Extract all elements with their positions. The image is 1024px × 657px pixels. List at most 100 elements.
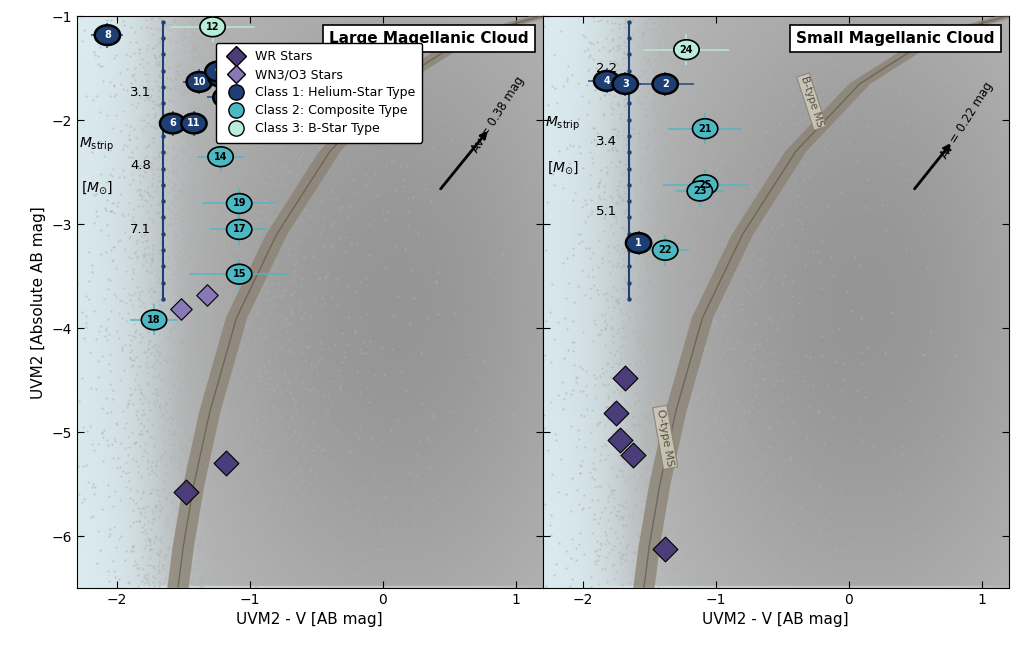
Point [620,64,636,75]
Point [186,132,203,143]
Point [822,252,839,262]
Point [199,306,215,316]
Point [278,369,294,379]
Point [586,38,602,49]
Point [175,376,191,387]
Point [209,338,225,348]
Point [681,549,697,560]
Point [118,482,134,493]
Point [146,95,163,106]
Point [639,259,655,269]
Point [253,105,269,116]
Point [652,46,669,57]
Point [160,334,176,345]
Point [158,517,174,528]
Point [307,267,324,277]
Point [303,360,319,371]
Point [200,286,216,296]
Point [305,562,322,572]
Point [599,319,615,330]
Point [187,72,204,82]
Point [224,475,241,486]
Point [282,55,298,65]
Point [207,45,223,55]
Point [126,47,142,58]
Point [201,65,217,76]
Point [183,324,200,334]
Point [563,388,580,399]
Point [782,138,799,148]
Point [214,303,230,313]
Point [650,20,667,30]
Point [609,533,626,543]
Point [251,206,267,216]
Point [200,514,216,525]
Point [248,413,264,423]
Point [196,201,212,212]
Point [650,38,667,49]
Point [654,319,671,330]
Point [337,78,353,88]
Point [208,522,224,532]
Point [257,116,273,127]
Point [200,26,216,37]
Point [750,45,766,56]
Point [673,374,689,385]
Point [677,430,693,441]
Point [703,150,720,160]
Point [189,221,206,231]
Point [693,516,710,527]
Point [190,140,207,150]
Point [205,214,221,224]
Point [591,579,607,589]
Point [127,63,143,74]
Point [741,219,758,230]
Point [637,438,653,449]
Point [213,413,229,423]
Point [646,210,663,220]
Point [282,115,298,125]
Point [667,148,683,159]
Point [177,426,194,436]
Point [579,242,595,253]
Point [654,171,671,181]
Point [211,578,227,589]
Text: 5: 5 [222,93,229,102]
Point [147,461,164,471]
Point [272,491,289,502]
Point [220,61,237,72]
Point [635,480,651,491]
Point [170,411,186,422]
Point [253,487,269,498]
Point [128,437,144,447]
Point [146,397,163,407]
Point [244,530,260,541]
Point [196,442,212,452]
Point [187,556,204,567]
Point [139,76,156,86]
Point [160,251,176,261]
Point [317,273,334,283]
Point [399,121,416,131]
Point [580,271,596,281]
Point [129,466,145,477]
Point [671,150,687,161]
Point [675,369,691,380]
Circle shape [208,147,233,167]
Point [583,283,599,293]
Point [292,304,308,315]
Point [644,536,660,547]
Point [198,238,214,249]
Point [135,260,152,270]
Point [699,363,716,374]
Point [221,288,238,298]
Point [157,304,173,315]
Point [206,260,222,270]
Point [252,371,268,382]
Point [605,541,622,551]
Point [206,221,222,231]
Point [751,368,767,378]
Point [200,148,216,159]
Point [685,242,701,252]
Point [616,260,633,271]
